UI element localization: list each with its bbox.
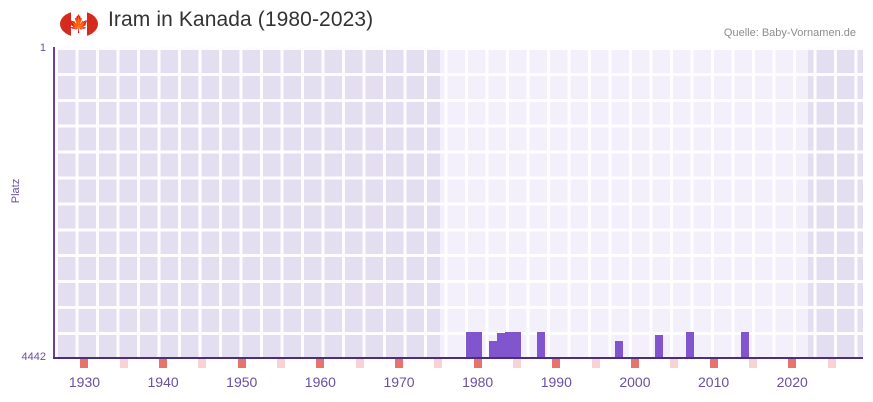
bar: [512, 332, 521, 357]
tick-major: [630, 359, 639, 368]
bar: [465, 332, 474, 357]
x-tick-label: 1990: [540, 374, 572, 390]
plot-gridlines: [55, 47, 863, 358]
tick-minor: [198, 359, 207, 368]
bar: [536, 332, 545, 357]
tick-major: [237, 359, 246, 368]
bar: [685, 332, 694, 357]
x-axis-line: [53, 357, 863, 359]
tick-minor: [434, 359, 443, 368]
flag-band-right: [87, 11, 98, 37]
bar: [654, 335, 663, 357]
tick-minor: [355, 359, 364, 368]
tick-minor: [827, 359, 836, 368]
x-tick-label: 1970: [383, 374, 415, 390]
tick-major: [80, 359, 89, 368]
tick-minor: [512, 359, 521, 368]
y-axis-label-bottom: 4442: [21, 351, 46, 363]
x-tick-label: 1930: [68, 374, 101, 390]
tick-minor: [591, 359, 600, 368]
x-tick-label: 1980: [462, 374, 494, 390]
y-axis-label-top: 1: [39, 42, 46, 54]
tick-minor: [748, 359, 757, 368]
x-tick-label: 2020: [776, 374, 808, 390]
bar-series: [53, 47, 863, 357]
x-tick-label: 2010: [698, 374, 730, 390]
flag-band-left: [60, 11, 71, 37]
bar: [489, 340, 498, 357]
x-tick-label: 1940: [147, 374, 179, 390]
page-title: Iram in Kanada (1980-2023): [108, 8, 374, 31]
plot-area: [53, 47, 863, 358]
tick-major: [788, 359, 797, 368]
tick-major: [552, 359, 561, 368]
chart-header: 🍁 Iram in Kanada (1980-2023) Quelle: Bab…: [0, 0, 873, 46]
tick-minor: [277, 359, 286, 368]
bar: [497, 333, 506, 357]
bar: [615, 340, 624, 357]
bar: [505, 332, 514, 357]
canada-flag-icon: 🍁: [60, 11, 98, 37]
tick-minor: [670, 359, 679, 368]
x-tick-label: 1960: [304, 374, 336, 390]
bar: [741, 331, 750, 357]
tick-major: [316, 359, 325, 368]
source-attribution: Quelle: Baby-Vornamen.de: [723, 27, 856, 39]
x-tick-label: 2000: [619, 374, 651, 390]
maple-leaf-icon: 🍁: [68, 14, 90, 34]
tick-major: [395, 359, 404, 368]
tick-minor: [119, 359, 128, 368]
tick-major: [473, 359, 482, 368]
bar: [473, 332, 482, 357]
tick-major: [709, 359, 718, 368]
y-axis-title: Platz: [10, 178, 22, 204]
tick-major: [159, 359, 168, 368]
x-tick-label: 1950: [226, 374, 258, 390]
